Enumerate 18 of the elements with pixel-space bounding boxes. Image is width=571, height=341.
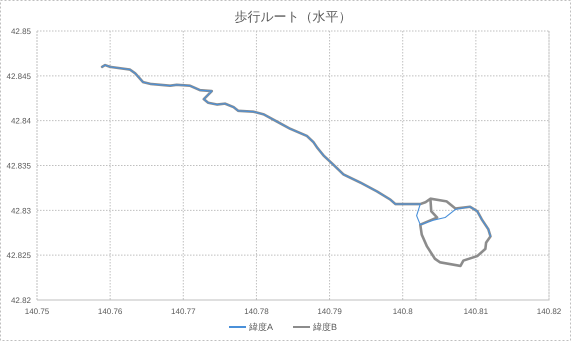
x-tick-label: 140.78	[244, 307, 270, 316]
y-tick-label: 42.845	[6, 72, 32, 81]
y-tick-label: 42.82	[10, 296, 32, 305]
legend-label: 緯度A	[248, 322, 274, 332]
legend-label: 緯度B	[312, 322, 338, 332]
y-tick-label: 42.835	[6, 162, 32, 170]
x-tick-label: 140.76	[98, 307, 123, 316]
y-tick-label: 42.84	[10, 116, 32, 126]
x-tick-label: 140.8	[392, 307, 414, 316]
y-tick-label: 42.825	[6, 251, 32, 260]
chart-title: 歩行ルート（水平）	[234, 9, 352, 24]
x-tick-label: 140.82	[536, 307, 562, 316]
y-tick-label: 42.83	[10, 206, 32, 216]
x-tick-label: 140.77	[171, 307, 196, 316]
x-tick-label: 140.75	[24, 307, 50, 316]
y-tick-label: 42.85	[10, 27, 32, 36]
x-tick-label: 140.79	[317, 307, 342, 316]
x-tick-label: 140.81	[464, 307, 489, 316]
